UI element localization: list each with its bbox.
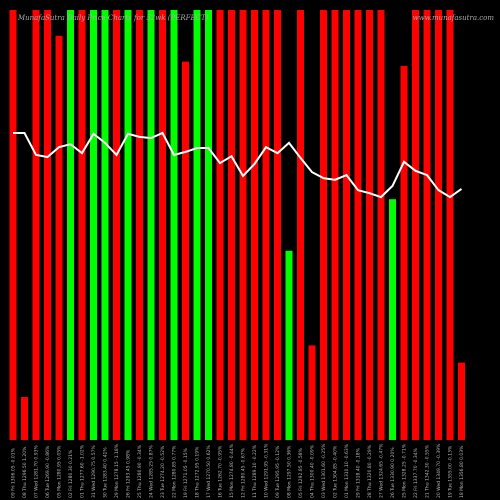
lines [13,131,463,199]
x-tick-label: 09 Tue 1295.95 -0.12% [275,445,281,498]
chart-subtitle: www.munafasutra.com [413,14,495,22]
x-tick-label: 02 Tue 1304.85 -0.40% [333,445,339,498]
bar [90,10,97,440]
x-tick-label: 30 Tue 1283.40 0.41% [103,447,109,498]
x-tick-label: 01 Mon 1310.10 -0.63% [344,443,350,498]
x-tick-label: 29 Mon 1278.15 -1.18% [114,443,120,498]
x-tick-label: 18 Thu 1272.95 0.19% [195,446,201,498]
bar [366,10,373,440]
price-line [13,131,463,199]
x-tick-label: 10 Wed 1291.95 -0.31% [264,443,270,498]
x-tick-label: 26 Tue 1330.90 0.20% [390,447,396,498]
x-tick-label: 23 Tue 1274.20 -0.52% [160,445,166,498]
bar [446,10,454,440]
bar [320,10,327,440]
x-tick-label: 15 Mon 1274.80 -0.44% [229,443,235,498]
bar [262,10,270,440]
bar [78,10,86,440]
bar [285,250,293,440]
bar [251,10,258,440]
x-tick-label: 22 Mon 1280.85 0.77% [172,445,178,498]
bar [239,10,247,440]
bar [147,10,155,440]
bar [354,10,362,440]
x-tick-label: 11 Thu 1289.10 -0.22% [252,444,258,498]
bar [44,10,51,440]
x-tick-label: 08 Thu 1296.50 1.20% [22,446,28,498]
x-tick-label: 06 Tue 1269.90 -0.86% [45,445,51,498]
bar [412,10,419,440]
x-tick-label: 12 Fri 1280.45 -0.67% [241,447,247,498]
bar [458,362,465,440]
bar [274,10,281,440]
bar [205,10,212,440]
x-tick-label: 21 Thu 1342.30 -0.55% [425,444,431,498]
x-tick-label: 19 Fri 1271.05 -0.15% [183,447,189,498]
bar [32,10,40,440]
x-tick-label: 22 Fri 1337.70 -0.34% [413,447,419,498]
bar [423,10,431,440]
x-tick-label: 19 Tue 1355.00 -0.13% [448,445,454,498]
x-tick-label: 03 Wed 1301.60 -0.25% [321,443,327,498]
x-tick-label: 17 Wed 1270.50 0.62% [206,445,212,498]
bar [159,10,166,440]
bar [435,10,442,440]
chart-title: MunafaSutra Daily Price Charts for 52wk … [17,14,209,22]
x-tick-label: 27 Wed 1324.65 -0.47% [379,443,385,498]
x-tick-label: 02 Fri 1280.30 0.21% [68,449,74,498]
x-tick-label: 09 Fri 1306.05 -0.01% [11,447,17,498]
x-tick-label: 05 Fri 1292.85 -0.58% [298,447,304,498]
bar [331,10,339,440]
x-tick-label: 01 Thu 1277.60 -1.02% [80,444,86,498]
x-tick-label: 16 Tue 1262.70 -0.95% [218,445,224,498]
bar [216,10,224,440]
bar [228,10,235,440]
x-tick-label: 20 Wed 1349.70 -0.39% [436,443,442,498]
x-tick-label: 08 Mon 1297.50 0.36% [287,445,293,498]
bar [124,10,132,440]
bar [21,397,28,440]
bar [308,345,316,440]
bar [67,10,74,440]
x-tick-label: 04 Thu 1300.40 -0.09% [310,444,316,498]
x-tick-label: 18 Mon 1356.80 0.03% [459,445,465,498]
bar [55,35,63,441]
bar [297,10,304,440]
bars [9,10,465,441]
bar [400,65,408,441]
bar [389,199,396,440]
bar [9,10,17,440]
x-tick-label: 28 Thu 1320.80 -0.29% [367,444,373,498]
bar [182,61,189,440]
bar [136,10,143,440]
bar [113,10,120,440]
x-tick-label: 25 Thu 1280.90 -0.34% [137,444,143,498]
x-tick-label: 26 Fri 1293.45 0.98% [126,449,132,498]
x-tick-label: 05 Mon 1280.95 0.05% [57,445,63,498]
x-tick-label: 07 Wed 1281.70 0.93% [34,445,40,498]
bar [343,10,350,440]
x-tick-label: 24 Wed 1285.25 0.87% [149,445,155,498]
bar [377,10,385,440]
x-tick-label: 25 Mon 1328.25 -0.71% [402,443,408,498]
x-tick-label: 29 Fri 1318.40 -0.18% [356,447,362,498]
x-tick-label: 31 Wed 1290.75 0.57% [91,445,97,498]
bar [101,10,109,440]
bar [170,10,178,440]
bar [193,10,201,440]
